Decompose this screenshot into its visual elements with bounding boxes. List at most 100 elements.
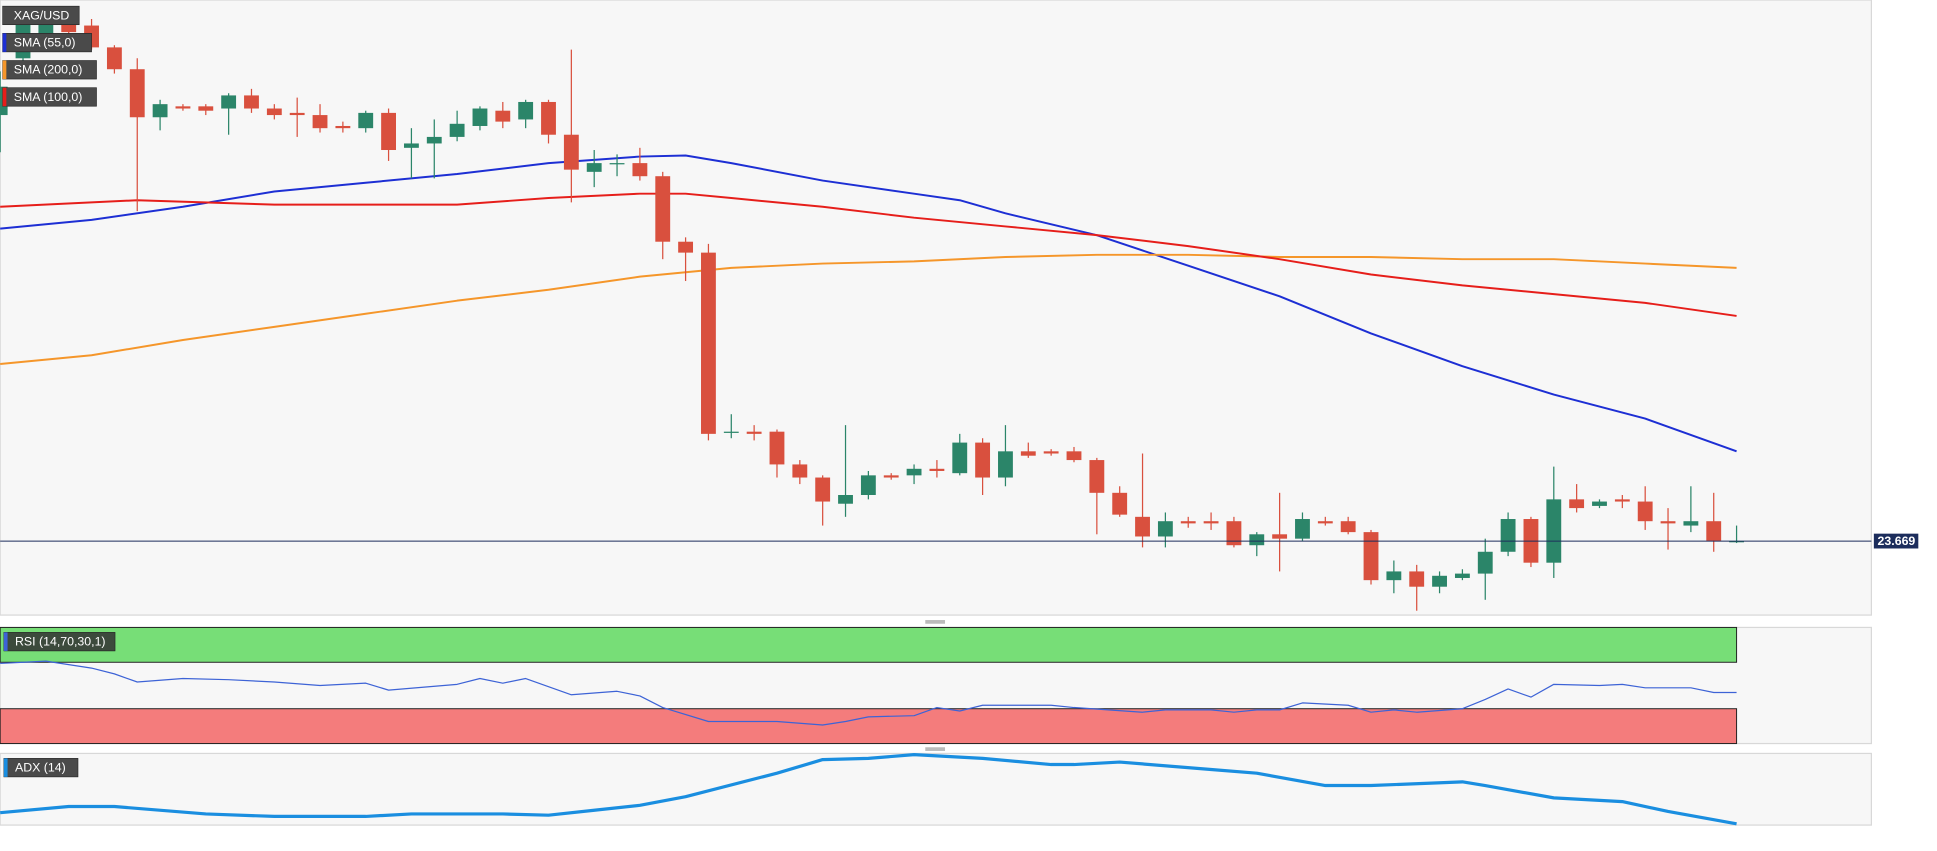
candle-body [129, 69, 145, 118]
indicator-line [0, 753, 1737, 826]
candle-body [1477, 551, 1493, 574]
candle-body [906, 468, 922, 476]
rsi-zone [0, 626, 1738, 663]
rsi-zone [0, 708, 1738, 745]
candle-body [883, 475, 899, 478]
candle-body [769, 431, 785, 465]
candle-body [792, 464, 808, 478]
candle-body [541, 101, 556, 135]
candle-body [1089, 460, 1105, 493]
candle-body [1569, 499, 1585, 509]
candle-body [655, 176, 671, 242]
candle-body [678, 241, 694, 253]
candle-body [701, 252, 716, 434]
legend-label: SMA (100,0) [14, 90, 83, 104]
candle-body [1729, 541, 1745, 543]
candle-body [106, 47, 122, 70]
candle-body [609, 163, 625, 165]
candle-body [1180, 521, 1196, 524]
legend-label: SMA (200,0) [14, 63, 83, 77]
candle-body [1295, 519, 1310, 539]
panel-divider-handle[interactable] [925, 620, 946, 624]
candle-body [1546, 499, 1562, 563]
candle-body [860, 475, 876, 495]
candle-body [746, 431, 762, 434]
candle-body [175, 106, 191, 109]
candle-body [1272, 534, 1288, 539]
legend-swatch [3, 632, 8, 651]
candle-body [1386, 571, 1402, 581]
adx-panel [0, 752, 1872, 826]
candle-body [266, 108, 282, 116]
candle-body [198, 106, 214, 111]
candle-body [975, 442, 991, 478]
candle-body [1614, 499, 1630, 502]
legend-swatch [2, 60, 7, 80]
legend-box [2, 5, 80, 26]
candle-body [815, 477, 831, 502]
candle-body [1592, 501, 1607, 506]
legend-label: SMA (55,0) [14, 35, 76, 49]
candle-body [289, 112, 305, 116]
panel-divider-handle[interactable] [925, 747, 946, 751]
candle-body [472, 108, 488, 126]
last-price-label: 23.669 [1878, 534, 1916, 548]
candle-body [1500, 519, 1516, 552]
candle-body [1135, 516, 1150, 537]
candle-body [1683, 521, 1699, 526]
candle-body [1454, 573, 1470, 578]
candle-body [586, 163, 602, 172]
candle-body [1432, 575, 1447, 587]
candle-body [1409, 571, 1425, 587]
candle-body [1317, 521, 1333, 524]
candle-body [1660, 521, 1676, 524]
candle-body [381, 112, 396, 151]
candle-body [1706, 521, 1722, 541]
legend-swatch [2, 87, 7, 107]
legend-swatch [3, 758, 8, 777]
candle-body [1363, 532, 1379, 581]
candle-body [221, 95, 237, 109]
candle-body [632, 163, 648, 177]
sma-line [0, 253, 1737, 365]
candle-body [1043, 451, 1059, 454]
candle-body [563, 134, 579, 170]
sma-line [0, 192, 1737, 317]
marks-layer [0, 10, 1872, 826]
legend-label: ADX (14) [15, 761, 66, 775]
sma-line [0, 154, 1737, 453]
candle-body [403, 143, 419, 148]
candle-body [152, 104, 168, 118]
candle-body [838, 494, 853, 504]
legend-swatch [2, 33, 7, 52]
candle-body [1637, 501, 1653, 522]
price-panel [0, 0, 1872, 616]
candle-body [1066, 451, 1082, 461]
candle-body [723, 431, 739, 433]
candle-body [518, 101, 534, 120]
candle-body [312, 115, 328, 129]
candle-body [1157, 521, 1173, 537]
candle-body [1249, 534, 1265, 546]
candle-body [952, 442, 968, 474]
candle-body [244, 95, 259, 109]
candle-body [998, 451, 1013, 478]
candle-body [449, 123, 465, 137]
indicator-line [0, 660, 1737, 726]
candle-body [426, 136, 442, 144]
candle-body [1340, 521, 1356, 533]
labels-layer: 23.669 XAG/USD SMA (55,0) SMA (200,0) SMA (1… [2, 5, 1919, 778]
candle-body [358, 112, 374, 129]
candle-body [1020, 451, 1036, 456]
candle-body [1203, 521, 1219, 524]
candle-body [495, 110, 511, 122]
last-price-tag [1873, 533, 1919, 549]
legend-label: RSI (14,70,30,1) [15, 635, 106, 649]
candle-body [1226, 521, 1242, 546]
legend-label: XAG/USD [14, 8, 70, 22]
candle-body [1112, 492, 1128, 515]
candle-body [335, 125, 351, 129]
candle-body [929, 468, 945, 471]
